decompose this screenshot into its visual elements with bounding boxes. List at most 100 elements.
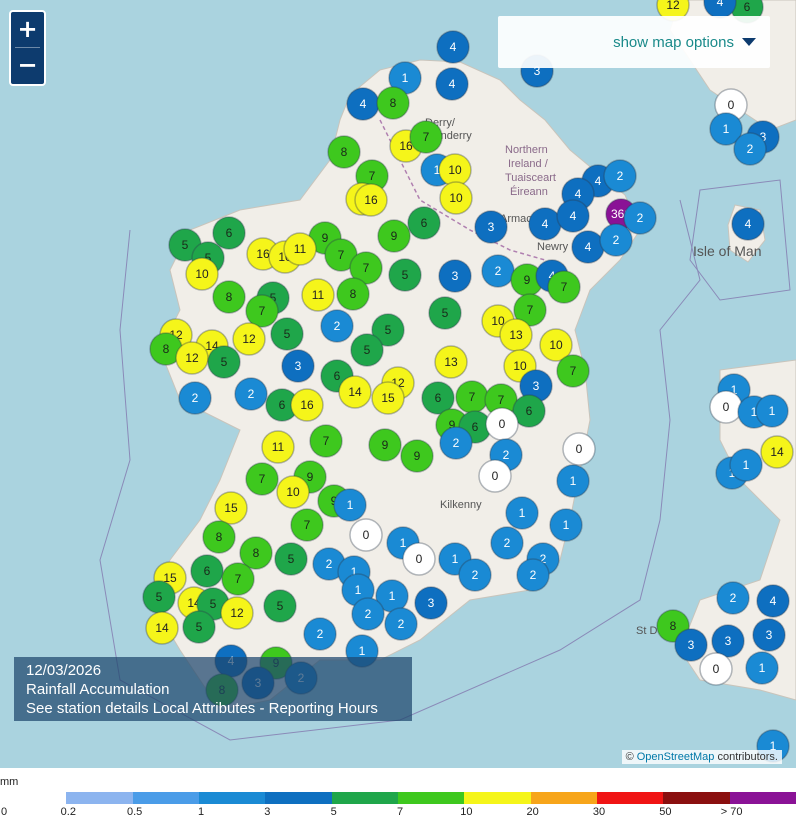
- station-marker-circle[interactable]: [245, 462, 279, 496]
- station-marker[interactable]: 7: [455, 380, 489, 414]
- station-marker[interactable]: 16: [290, 388, 324, 422]
- station-marker[interactable]: 4: [556, 199, 590, 233]
- station-marker-circle[interactable]: [263, 589, 297, 623]
- station-marker-circle[interactable]: [384, 607, 418, 641]
- station-marker[interactable]: 3: [752, 618, 786, 652]
- station-marker[interactable]: 5: [142, 580, 176, 614]
- station-marker-circle[interactable]: [202, 520, 236, 554]
- station-marker-circle[interactable]: [435, 67, 469, 101]
- station-marker[interactable]: 1: [745, 651, 779, 685]
- station-marker[interactable]: 3: [414, 586, 448, 620]
- station-marker[interactable]: 0: [349, 518, 383, 552]
- station-marker[interactable]: 1: [556, 464, 590, 498]
- station-marker[interactable]: 7: [349, 251, 383, 285]
- station-marker[interactable]: 7: [309, 424, 343, 458]
- station-marker[interactable]: 8: [212, 280, 246, 314]
- station-marker[interactable]: 0: [699, 652, 733, 686]
- station-marker[interactable]: 4: [571, 230, 605, 264]
- station-marker-circle[interactable]: [371, 381, 405, 415]
- station-marker[interactable]: 5: [274, 542, 308, 576]
- station-marker[interactable]: 10: [438, 153, 472, 187]
- station-marker[interactable]: 2: [490, 526, 524, 560]
- station-marker-circle[interactable]: [212, 216, 246, 250]
- station-marker[interactable]: 3: [474, 210, 508, 244]
- station-marker-circle[interactable]: [320, 309, 354, 343]
- station-marker-circle[interactable]: [338, 375, 372, 409]
- station-marker[interactable]: 6: [512, 394, 546, 428]
- station-marker-circle[interactable]: [368, 428, 402, 462]
- station-marker[interactable]: 1: [729, 448, 763, 482]
- station-marker[interactable]: 7: [547, 270, 581, 304]
- station-marker[interactable]: 3: [281, 349, 315, 383]
- station-marker-circle[interactable]: [212, 280, 246, 314]
- station-marker[interactable]: 0: [402, 542, 436, 576]
- station-marker[interactable]: 2: [234, 377, 268, 411]
- station-marker[interactable]: 8: [239, 536, 273, 570]
- station-marker-circle[interactable]: [438, 259, 472, 293]
- station-marker[interactable]: 9: [400, 439, 434, 473]
- station-marker[interactable]: 11: [301, 278, 335, 312]
- station-marker-circle[interactable]: [547, 270, 581, 304]
- station-marker-circle[interactable]: [239, 536, 273, 570]
- station-marker[interactable]: 6: [212, 216, 246, 250]
- station-marker[interactable]: 10: [185, 257, 219, 291]
- station-marker-circle[interactable]: [409, 120, 443, 154]
- station-marker[interactable]: 6: [190, 554, 224, 588]
- station-marker-circle[interactable]: [599, 223, 633, 257]
- station-marker-circle[interactable]: [214, 491, 248, 525]
- station-marker-circle[interactable]: [290, 388, 324, 422]
- station-marker-circle[interactable]: [458, 558, 492, 592]
- station-marker-circle[interactable]: [421, 381, 455, 415]
- station-marker-circle[interactable]: [354, 183, 388, 217]
- station-marker[interactable]: 3: [674, 628, 708, 662]
- station-marker[interactable]: 2: [384, 607, 418, 641]
- station-marker[interactable]: 10: [539, 328, 573, 362]
- station-marker[interactable]: 2: [303, 617, 337, 651]
- station-marker-circle[interactable]: [402, 542, 436, 576]
- station-marker-circle[interactable]: [303, 617, 337, 651]
- info-details[interactable]: See station details Local Attributes - R…: [26, 700, 378, 717]
- station-marker-circle[interactable]: [270, 317, 304, 351]
- station-marker-circle[interactable]: [333, 488, 367, 522]
- station-marker-circle[interactable]: [428, 296, 462, 330]
- station-marker[interactable]: 10: [276, 475, 310, 509]
- station-marker[interactable]: 5: [371, 313, 405, 347]
- station-marker[interactable]: 13: [499, 318, 533, 352]
- station-marker-circle[interactable]: [439, 181, 473, 215]
- station-marker[interactable]: 2: [599, 223, 633, 257]
- station-marker-circle[interactable]: [478, 459, 512, 493]
- station-marker-circle[interactable]: [349, 251, 383, 285]
- station-marker-circle[interactable]: [562, 432, 596, 466]
- station-marker-circle[interactable]: [439, 426, 473, 460]
- station-marker[interactable]: 1: [549, 508, 583, 542]
- station-marker[interactable]: 2: [320, 309, 354, 343]
- station-marker-circle[interactable]: [556, 354, 590, 388]
- station-marker-circle[interactable]: [490, 526, 524, 560]
- station-marker[interactable]: 16: [354, 183, 388, 217]
- station-marker[interactable]: 5: [270, 317, 304, 351]
- station-marker-circle[interactable]: [711, 624, 745, 658]
- station-marker[interactable]: 2: [481, 254, 515, 288]
- station-marker[interactable]: 7: [556, 354, 590, 388]
- station-marker[interactable]: 14: [338, 375, 372, 409]
- station-marker-circle[interactable]: [145, 611, 179, 645]
- station-marker[interactable]: 5: [350, 333, 384, 367]
- station-marker[interactable]: 8: [376, 86, 410, 120]
- station-marker[interactable]: 0: [485, 407, 519, 441]
- station-marker[interactable]: 2: [603, 159, 637, 193]
- station-marker-circle[interactable]: [674, 628, 708, 662]
- station-marker[interactable]: 7: [513, 293, 547, 327]
- station-marker[interactable]: 7: [290, 508, 324, 542]
- station-marker-circle[interactable]: [182, 610, 216, 644]
- station-marker[interactable]: 7: [324, 238, 358, 272]
- station-marker-circle[interactable]: [729, 448, 763, 482]
- station-marker[interactable]: 11: [283, 232, 317, 266]
- station-marker[interactable]: 4: [346, 87, 380, 121]
- station-marker[interactable]: 12: [220, 596, 254, 630]
- station-marker[interactable]: 2: [458, 558, 492, 592]
- station-marker-circle[interactable]: [232, 322, 266, 356]
- station-marker[interactable]: 8: [327, 135, 361, 169]
- station-marker-circle[interactable]: [371, 313, 405, 347]
- station-marker-circle[interactable]: [175, 341, 209, 375]
- station-marker-circle[interactable]: [290, 508, 324, 542]
